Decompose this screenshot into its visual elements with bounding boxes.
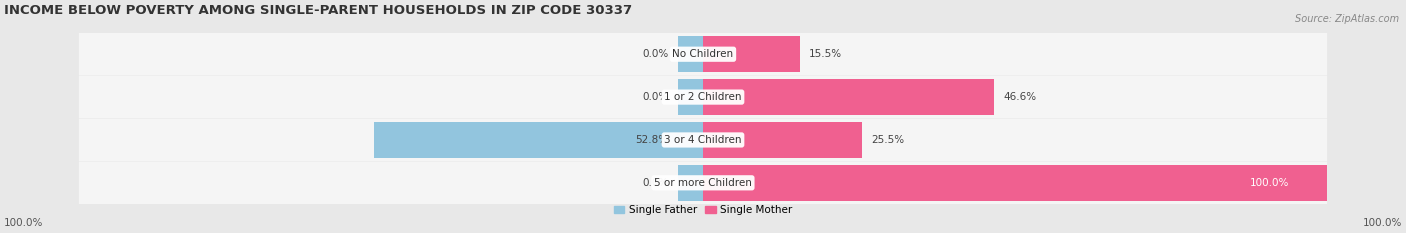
Legend: Single Father, Single Mother: Single Father, Single Mother [610, 201, 796, 219]
Text: 46.6%: 46.6% [1002, 92, 1036, 102]
Bar [678, 36, 703, 72]
Text: Source: ZipAtlas.com: Source: ZipAtlas.com [1295, 14, 1399, 24]
Text: 52.8%: 52.8% [636, 135, 669, 145]
Text: No Children: No Children [672, 49, 734, 59]
Bar [678, 79, 703, 115]
Text: 100.0%: 100.0% [4, 218, 44, 228]
FancyBboxPatch shape [79, 33, 1327, 75]
Bar [703, 36, 800, 72]
Bar [374, 122, 703, 158]
Bar [703, 79, 994, 115]
Text: 0.0%: 0.0% [643, 178, 669, 188]
FancyBboxPatch shape [79, 119, 1327, 161]
FancyBboxPatch shape [79, 76, 1327, 118]
Text: 0.0%: 0.0% [643, 92, 669, 102]
Bar [703, 164, 1327, 201]
Text: 5 or more Children: 5 or more Children [654, 178, 752, 188]
Text: 15.5%: 15.5% [808, 49, 842, 59]
Text: 1 or 2 Children: 1 or 2 Children [664, 92, 742, 102]
Text: 100.0%: 100.0% [1362, 218, 1402, 228]
Text: INCOME BELOW POVERTY AMONG SINGLE-PARENT HOUSEHOLDS IN ZIP CODE 30337: INCOME BELOW POVERTY AMONG SINGLE-PARENT… [4, 4, 633, 17]
Bar [703, 122, 862, 158]
Text: 100.0%: 100.0% [1250, 178, 1289, 188]
Text: 25.5%: 25.5% [872, 135, 904, 145]
Text: 0.0%: 0.0% [643, 49, 669, 59]
Bar [678, 164, 703, 201]
FancyBboxPatch shape [79, 162, 1327, 204]
Text: 3 or 4 Children: 3 or 4 Children [664, 135, 742, 145]
